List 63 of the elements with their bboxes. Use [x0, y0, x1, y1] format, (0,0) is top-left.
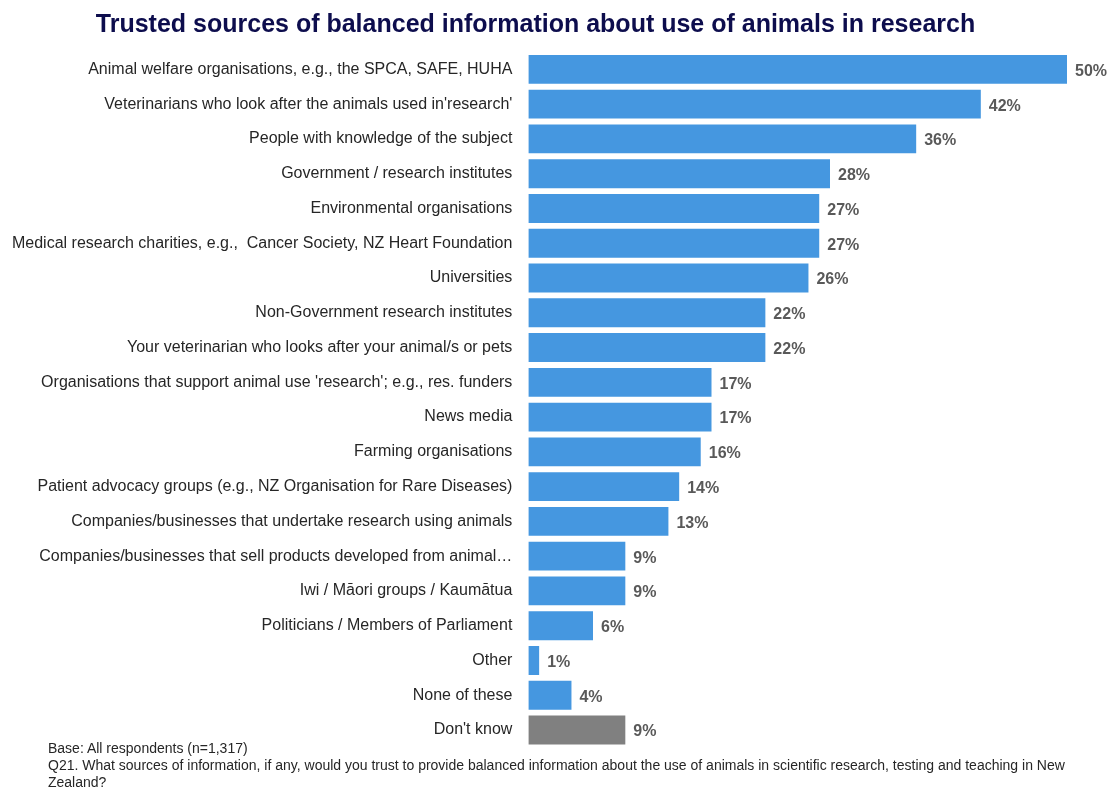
data-label: 27%	[827, 200, 860, 218]
bar	[528, 194, 820, 223]
y-tick-label: Patient advocacy groups (e.g., NZ Organisation for Rare Diseases)	[37, 477, 513, 495]
y-tick-label: Farming organisations	[354, 442, 513, 460]
y-tick-label: Medical research charities, e.g., Cancer Society, NZ Heart Foundation	[11, 233, 513, 251]
y-tick-label: Government / research institutes	[281, 164, 513, 182]
data-label: 22%	[773, 305, 806, 323]
data-label: 9%	[633, 722, 657, 740]
data-label: 14%	[687, 479, 720, 497]
data-label: 13%	[676, 513, 709, 531]
bar	[528, 437, 701, 467]
text: Q21. What sources of information, if any, would you trust to provide balanced information about the use of animals in scientific research, testing and teaching in New Zealand?	[48, 757, 1066, 791]
y-tick-label: Don't know	[433, 720, 513, 738]
y-tick-label: People with knowledge of the subject	[249, 129, 513, 147]
y-tick-label: News media	[424, 407, 513, 425]
bar	[528, 333, 766, 362]
data-label: 16%	[708, 444, 741, 462]
bar	[528, 367, 712, 397]
bar	[528, 402, 712, 432]
data-label: 4%	[579, 687, 603, 705]
data-label: 28%	[838, 166, 871, 184]
bar	[528, 54, 1067, 84]
y-tick-label: Universities	[429, 268, 513, 286]
data-label: 50%	[1075, 61, 1108, 79]
data-label: 6%	[601, 618, 625, 636]
y-tick-label: Iwi / Māori groups / Kaumātua	[299, 581, 513, 599]
bar	[528, 506, 669, 536]
data-label: 42%	[988, 96, 1021, 114]
y-tick-label: Veterinarians who look after the animals used in'research'	[104, 94, 513, 112]
text: Base: All respondents (n=1,317)	[48, 740, 249, 757]
y-tick-label: Politicians / Members of Parliament	[261, 616, 513, 634]
bar	[528, 89, 981, 119]
bar	[528, 124, 917, 154]
y-tick-label: Other	[472, 650, 514, 668]
y-tick-label: Non-Government research institutes	[255, 303, 513, 321]
bar	[528, 298, 766, 328]
bar	[528, 472, 680, 502]
data-label: 26%	[816, 270, 849, 288]
y-tick-label: Animal welfare organisations, e.g., the SPCA, SAFE, HUHA	[88, 59, 513, 77]
y-tick-label: Your veterinarian who looks after your animal/s or pets	[126, 337, 513, 355]
y-tick-label: Organisations that support animal use 'research'; e.g., res. funders	[41, 372, 513, 390]
bar	[528, 576, 626, 606]
y-tick-label: Companies/businesses that sell products developed from animal…	[39, 546, 513, 564]
bar	[528, 541, 626, 571]
data-label: 17%	[719, 374, 752, 392]
data-label: 9%	[633, 583, 657, 601]
y-tick-label: None of these	[412, 685, 513, 703]
y-tick-label: Environmental organisations	[310, 198, 513, 216]
data-label: 27%	[827, 235, 860, 253]
data-label: 36%	[924, 131, 957, 149]
bar	[528, 680, 572, 710]
bar	[528, 646, 540, 675]
data-label: 17%	[719, 409, 752, 427]
data-label: 9%	[633, 548, 657, 566]
data-label: 1%	[547, 652, 571, 670]
bar	[528, 611, 593, 641]
data-label: 22%	[773, 339, 806, 357]
bar	[528, 228, 820, 258]
bar	[528, 159, 830, 189]
chart-title: Trusted sources of balanced information about use of animals in research	[95, 8, 976, 37]
bar	[528, 263, 809, 293]
y-tick-label: Companies/businesses that undertake research using animals	[71, 511, 513, 529]
bar	[528, 715, 626, 745]
